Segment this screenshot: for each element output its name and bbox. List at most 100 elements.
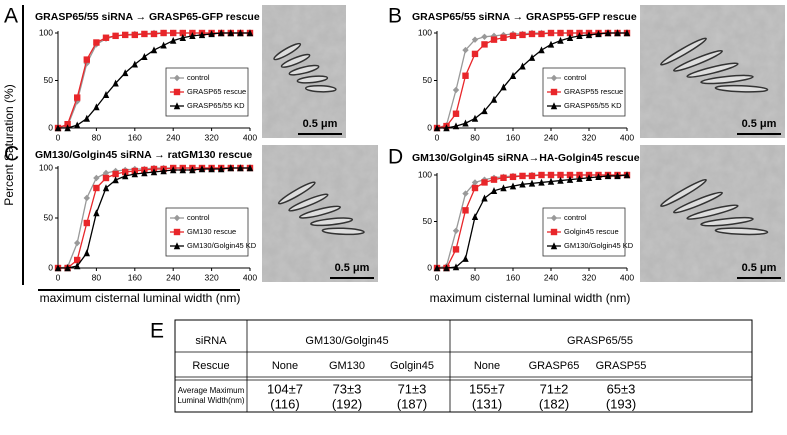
marker	[179, 166, 186, 174]
marker	[481, 107, 488, 115]
marker	[519, 31, 526, 39]
scale-bar-label: 0.5 μm	[335, 262, 370, 274]
marker	[500, 184, 507, 192]
legend-label: control	[187, 213, 210, 222]
legend-label: GRASP55 rescue	[564, 87, 623, 96]
marker	[131, 60, 138, 68]
chart-title: GM130/Golgin45 siRNA → ratGM130 rescue	[35, 149, 252, 161]
marker	[173, 242, 181, 250]
marker	[237, 164, 244, 172]
cell: None	[272, 360, 298, 372]
scale-bar-label: 0.5 μm	[742, 118, 777, 130]
cell-n: (192)	[332, 396, 362, 411]
cell: GM130	[329, 360, 365, 372]
x-tick-label: 400	[243, 272, 257, 282]
chart-title: GRASP65/55 siRNA → GRASP55-GFP rescue	[412, 11, 637, 23]
marker	[566, 34, 574, 41]
marker	[452, 86, 460, 94]
x-axis-label: maximum cisternal luminal width (nm)	[40, 291, 241, 305]
cell-value: 65±3	[607, 381, 636, 396]
cisterna	[298, 205, 342, 219]
marker	[538, 30, 545, 38]
marker	[557, 29, 564, 37]
marker	[83, 56, 90, 63]
marker	[83, 114, 90, 122]
cisterna	[304, 84, 337, 93]
marker	[208, 165, 215, 173]
marker	[83, 60, 90, 67]
row-header: Luminal Width(nm)	[177, 396, 244, 405]
x-tick-label: 0	[56, 272, 61, 282]
cell: None	[474, 360, 500, 372]
marker	[54, 124, 62, 132]
y-axis-label: Percent Saturation (%)	[2, 84, 16, 205]
marker	[83, 194, 90, 202]
marker	[198, 31, 206, 39]
marker	[550, 102, 558, 110]
marker	[490, 95, 498, 103]
marker	[519, 172, 526, 180]
marker	[509, 32, 517, 40]
x-tick-label: 80	[470, 272, 480, 282]
marker	[528, 54, 536, 61]
y-tick-label: 0	[48, 122, 53, 132]
x-tick-label: 160	[506, 132, 520, 142]
marker	[74, 239, 81, 247]
marker	[481, 41, 488, 48]
y-tick-label: 50	[44, 212, 54, 222]
marker	[83, 249, 90, 257]
marker	[452, 246, 460, 253]
marker	[179, 29, 186, 37]
marker	[112, 176, 119, 184]
marker	[74, 262, 81, 270]
marker	[141, 53, 148, 60]
marker	[604, 172, 612, 180]
marker	[462, 72, 469, 79]
marker	[64, 121, 71, 128]
y-tick-label: 50	[44, 75, 54, 85]
marker	[173, 228, 181, 236]
marker	[64, 124, 71, 132]
legend-label: GM130 rescue	[187, 227, 236, 236]
marker	[471, 36, 479, 43]
panel-label: B	[388, 5, 402, 28]
marker	[218, 165, 225, 173]
marker	[433, 264, 441, 272]
marker	[54, 264, 62, 272]
y-tick-label: 0	[427, 262, 432, 272]
marker	[173, 214, 181, 222]
marker	[452, 122, 460, 130]
marker	[141, 30, 148, 38]
cell-value: 73±3	[333, 381, 362, 396]
y-tick-label: 50	[423, 75, 433, 85]
cisterna	[277, 181, 316, 205]
cisterna	[700, 74, 754, 85]
cell-value: 155±7	[469, 381, 505, 396]
marker	[481, 33, 488, 40]
marker	[547, 40, 555, 48]
group-header: GRASP65/55	[567, 335, 633, 347]
chart-title: GRASP65/55 siRNA → GRASP65-GFP rescue	[35, 11, 260, 23]
marker	[170, 36, 177, 44]
marker	[246, 29, 254, 37]
marker	[566, 175, 574, 183]
marker	[623, 171, 631, 179]
cell: Golgin45	[390, 360, 434, 372]
marker	[170, 166, 177, 174]
marker	[452, 263, 460, 271]
marker	[208, 30, 215, 38]
panel-label: C	[4, 143, 19, 166]
marker	[538, 178, 545, 186]
cisterna	[714, 84, 769, 93]
row-header: siRNA	[195, 335, 227, 347]
marker	[490, 36, 498, 43]
row-header: Rescue	[192, 360, 229, 372]
row-header: Average Maximum	[178, 386, 245, 395]
marker	[102, 174, 110, 182]
marker	[122, 69, 129, 77]
marker	[550, 214, 558, 222]
marker	[173, 102, 181, 110]
x-tick-label: 320	[582, 132, 596, 142]
